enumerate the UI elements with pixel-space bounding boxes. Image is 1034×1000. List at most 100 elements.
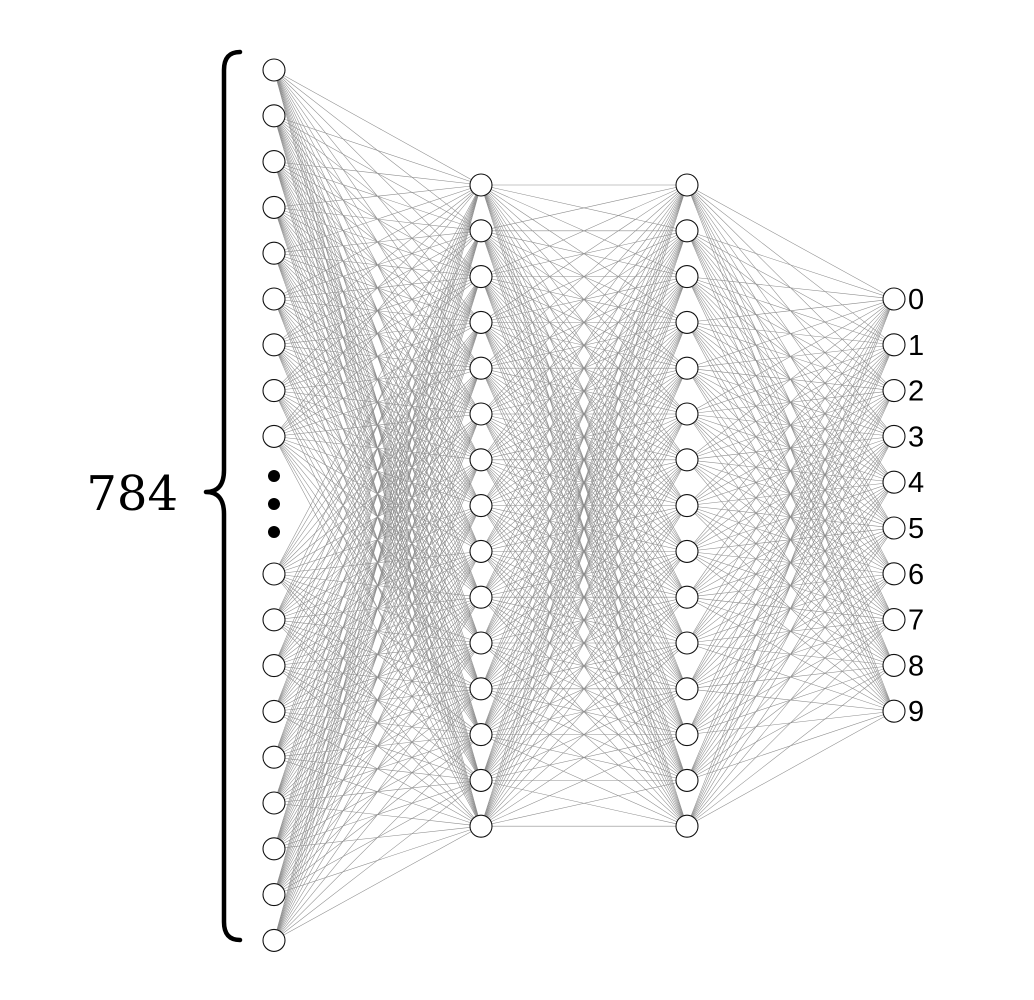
edge-hidden1-hidden2 <box>480 184 688 415</box>
edge-hidden2-output <box>686 298 895 461</box>
input-neuron <box>262 699 286 723</box>
edge-input-hidden1 <box>273 184 482 941</box>
output-neuron <box>882 424 906 448</box>
input-neuron <box>262 562 286 586</box>
output-neuron <box>882 287 906 311</box>
hidden1-neuron <box>469 265 493 289</box>
input-neuron <box>262 241 286 265</box>
output-label: 0 <box>908 284 924 316</box>
edge-hidden1-hidden2 <box>480 184 688 735</box>
hidden2-neuron <box>675 539 699 563</box>
input-neuron <box>262 608 286 632</box>
edge-input-hidden1 <box>273 184 482 300</box>
connections <box>273 69 895 941</box>
input-neuron <box>262 58 286 82</box>
edge-hidden1-hidden2 <box>480 368 688 827</box>
edge-input-hidden1 <box>273 161 482 186</box>
edge-hidden2-output <box>686 184 895 300</box>
edge-input-hidden1 <box>273 734 482 941</box>
output-label: 9 <box>908 696 924 728</box>
edge-hidden1-hidden2 <box>480 780 688 827</box>
edge-hidden2-output <box>686 436 895 827</box>
output-label: 4 <box>908 467 924 499</box>
output-neuron <box>882 608 906 632</box>
ellipsis-dot <box>268 526 280 538</box>
edge-hidden1-hidden2 <box>480 642 688 827</box>
hidden2-neuron <box>675 768 699 792</box>
input-neuron <box>262 654 286 678</box>
edge-input-hidden1 <box>273 413 482 941</box>
edge-hidden1-hidden2 <box>480 184 688 232</box>
edge-hidden2-output <box>686 298 895 735</box>
hidden1-neuron <box>469 631 493 655</box>
edge-hidden2-output <box>686 344 895 827</box>
input-neuron <box>262 287 286 311</box>
edge-input-hidden1 <box>273 69 482 186</box>
hidden1-neuron <box>469 723 493 747</box>
output-label: 3 <box>908 421 924 453</box>
edge-input-hidden1 <box>273 551 482 941</box>
edge-hidden2-output <box>686 298 895 369</box>
input-neuron <box>262 837 286 861</box>
edge-hidden2-output <box>686 298 895 552</box>
edge-input-hidden1 <box>273 184 482 391</box>
edge-hidden2-output <box>686 276 895 300</box>
input-neuron <box>262 104 286 128</box>
output-neuron <box>882 653 906 677</box>
edge-input-hidden1 <box>273 322 482 941</box>
edge-hidden1-hidden2 <box>480 184 688 323</box>
edge-hidden2-output <box>686 298 895 598</box>
edge-hidden1-hidden2 <box>480 184 688 506</box>
output-labels: 0 1 2 3 4 5 6 7 8 9 <box>908 284 924 728</box>
edge-hidden2-output <box>686 230 895 300</box>
edge-hidden2-output <box>686 482 895 827</box>
edge-input-hidden1 <box>273 597 482 941</box>
hidden1-neuron <box>469 814 493 838</box>
input-neuron <box>262 791 286 815</box>
input-neuron <box>262 195 286 219</box>
hidden2-neuron <box>675 310 699 334</box>
input-count-label: 784 <box>86 466 178 522</box>
input-neuron <box>262 883 286 907</box>
edge-input-hidden1 <box>273 505 482 941</box>
hidden1-neuron <box>469 768 493 792</box>
input-ellipsis <box>268 470 280 538</box>
edge-input-hidden1 <box>273 115 482 186</box>
output-neuron <box>882 333 906 357</box>
output-label: 8 <box>908 650 924 682</box>
hidden2-neuron <box>675 448 699 472</box>
edge-input-hidden1 <box>273 688 482 941</box>
hidden2-neuron <box>675 631 699 655</box>
edge-hidden2-output <box>686 298 895 781</box>
edge-hidden2-output <box>686 298 895 689</box>
edge-hidden1-hidden2 <box>480 184 688 689</box>
hidden1-neuron <box>469 310 493 334</box>
output-neuron <box>882 699 906 723</box>
hidden1-neuron <box>469 677 493 701</box>
edge-hidden1-hidden2 <box>480 230 688 827</box>
output-label: 5 <box>908 513 924 545</box>
edge-input-hidden1 <box>273 780 482 941</box>
hidden2-neuron <box>675 219 699 243</box>
hidden2-neuron <box>675 814 699 838</box>
input-neuron <box>262 150 286 174</box>
edge-input-hidden1 <box>273 184 482 620</box>
edge-input-hidden1 <box>273 459 482 941</box>
edge-input-hidden1 <box>273 230 482 941</box>
edge-hidden1-hidden2 <box>480 184 688 644</box>
edge-input-hidden1 <box>273 184 482 254</box>
edge-hidden1-hidden2 <box>480 505 688 827</box>
output-label: 2 <box>908 376 924 408</box>
input-neuron <box>262 928 286 952</box>
edge-hidden2-output <box>686 298 895 415</box>
edge-hidden1-hidden2 <box>480 276 688 827</box>
hidden2-neuron <box>675 723 699 747</box>
ellipsis-dot <box>268 498 280 510</box>
input-neuron <box>262 745 286 769</box>
edge-hidden1-hidden2 <box>480 184 688 369</box>
edge-input-hidden1 <box>273 184 482 437</box>
output-label: 7 <box>908 605 924 637</box>
edge-input-hidden1 <box>273 184 482 758</box>
hidden2-neuron <box>675 402 699 426</box>
hidden1-neuron <box>469 402 493 426</box>
